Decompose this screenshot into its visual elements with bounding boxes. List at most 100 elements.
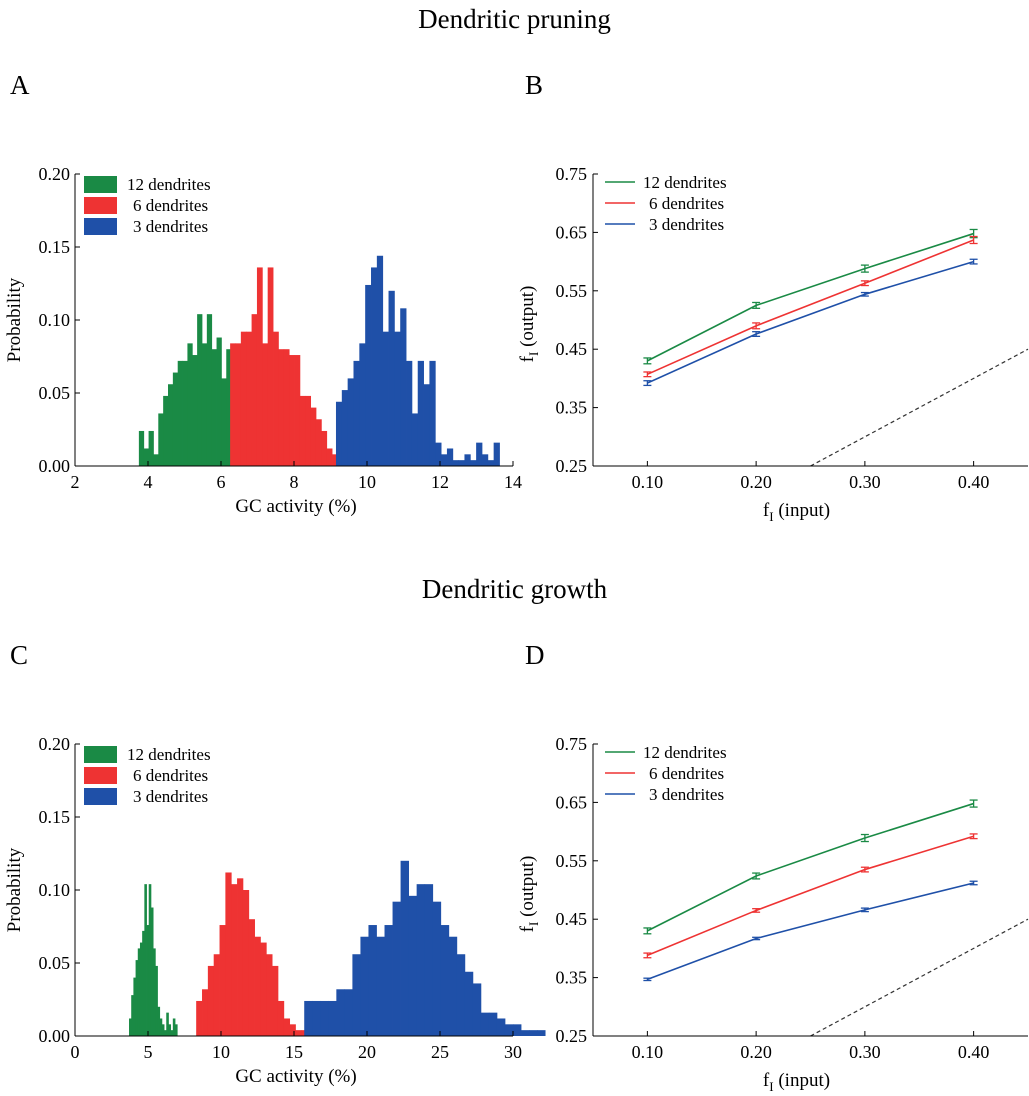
- histogram-bar: [456, 954, 466, 1036]
- histogram-bar: [315, 419, 322, 466]
- histogram-bar: [175, 1024, 178, 1036]
- panel-letter-c: C: [10, 640, 29, 670]
- histogram-bar: [187, 343, 193, 466]
- y-tick-label: 0.10: [39, 880, 71, 900]
- legend-label: 3 dendrites: [133, 217, 208, 236]
- line-series-12-dendrites: [643, 228, 978, 365]
- histogram-bar: [143, 448, 149, 466]
- histogram-bar: [235, 343, 242, 466]
- y-tick-label: 0.55: [556, 851, 588, 871]
- chart-panel-a: 2 4 6 8 10 12 14 0.00 0.05 0.10 0.15 0.20 GC activit…: [4, 164, 522, 517]
- section-title-pruning: Dendritic pruning: [418, 4, 611, 34]
- histogram-bar: [321, 430, 328, 466]
- x-tick-label: 4: [144, 472, 153, 492]
- histogram-bar: [240, 331, 247, 466]
- x-tick-label: 10: [358, 472, 376, 492]
- histogram-bar: [392, 901, 401, 1036]
- reference-diagonal-line: [810, 918, 1029, 1037]
- x-tick-label: 20: [358, 1042, 376, 1062]
- histogram-bar: [429, 360, 436, 466]
- histogram-bar: [166, 1012, 169, 1036]
- histogram-bar: [304, 1000, 313, 1036]
- panel-letter-b: B: [525, 70, 544, 100]
- y-tick-label: 0.45: [556, 909, 588, 929]
- y-tick-label: 0.20: [39, 164, 71, 184]
- histogram-bar: [382, 331, 389, 466]
- histogram-bar: [206, 314, 213, 466]
- histogram-bar: [278, 349, 285, 466]
- histogram-bar: [289, 1024, 296, 1036]
- histogram-bar: [452, 460, 460, 466]
- histogram-bar: [400, 860, 410, 1036]
- histogram-bar: [170, 1030, 174, 1036]
- x-tick-label: 6: [217, 472, 226, 492]
- histogram-bar: [283, 1018, 291, 1036]
- y-tick-label: 0.25: [556, 456, 588, 476]
- histogram-bar: [131, 995, 134, 1036]
- histogram-bar: [513, 1024, 522, 1036]
- histogram-bar: [310, 407, 317, 466]
- histogram-bar: [201, 343, 208, 466]
- histogram-series-6-dendrites: [230, 267, 381, 466]
- histogram-bar: [411, 413, 419, 466]
- x-tick-label: 0.30: [849, 472, 881, 492]
- histogram-bar: [458, 460, 465, 466]
- histogram-bar: [496, 1018, 506, 1036]
- histogram-bar: [440, 925, 450, 1036]
- histogram-bar: [148, 884, 152, 1036]
- legend-swatch: [84, 197, 117, 214]
- histogram-bar: [336, 989, 345, 1036]
- y-tick-label: 0.35: [556, 398, 588, 418]
- legend-label: 12 dendrites: [127, 745, 211, 764]
- histogram-bar: [368, 925, 377, 1036]
- x-tick-label: 5: [144, 1042, 153, 1062]
- histogram-bar: [488, 1012, 498, 1036]
- y-tick-label: 0.15: [39, 807, 71, 827]
- histogram-bar: [150, 907, 154, 1036]
- legend-label: 3 dendrites: [649, 215, 724, 234]
- histogram-bar: [219, 925, 226, 1036]
- histogram-bar: [192, 355, 198, 466]
- histogram-bar: [155, 965, 158, 1036]
- y-tick-label: 0.00: [39, 456, 71, 476]
- histogram-bar: [148, 430, 154, 466]
- legend-label: 12 dendrites: [643, 743, 727, 762]
- histogram-bar: [328, 1000, 337, 1036]
- histogram-bar: [277, 1000, 285, 1036]
- histogram-bar: [197, 314, 203, 466]
- legend-label: 3 dendrites: [649, 785, 724, 804]
- y-tick-label: 0.05: [39, 383, 71, 403]
- x-tick-label: 0.20: [740, 1042, 772, 1062]
- x-tick-label: 2: [71, 472, 80, 492]
- histogram-bar: [163, 395, 169, 466]
- histogram-bar: [216, 337, 222, 466]
- histogram-bar: [221, 378, 227, 466]
- histogram-bar: [464, 454, 471, 466]
- histogram-bar: [360, 936, 369, 1036]
- line-series-3-dendrites: [643, 880, 978, 982]
- series-line: [647, 239, 974, 376]
- legend: 12 dendrites 6 dendrites 3 dendrites: [84, 745, 211, 806]
- histogram-bar: [289, 355, 295, 466]
- y-tick-label: 0.65: [556, 792, 588, 812]
- histogram-bar: [394, 331, 401, 466]
- chart-panel-b: 0.10 0.20 0.30 0.40 0.25 0.35 0.45 0.55 0.65 0.75…: [517, 164, 1029, 524]
- chart-panel-d: 0.10 0.20 0.30 0.40 0.25 0.35 0.45 0.55 0.65 0.75…: [517, 734, 1029, 1094]
- line-series-12-dendrites: [643, 799, 978, 935]
- x-tick-label: 0: [71, 1042, 80, 1062]
- series-line: [647, 232, 974, 362]
- histogram-bar: [142, 930, 145, 1036]
- histogram-bar: [521, 1030, 530, 1036]
- x-tick-label: 0.10: [632, 472, 664, 492]
- y-tick-label: 0.35: [556, 968, 588, 988]
- histogram-bar: [332, 454, 338, 466]
- histogram-bar: [529, 1030, 538, 1036]
- histogram-bar: [213, 954, 220, 1036]
- histogram-bar: [353, 360, 360, 466]
- histogram-bar: [283, 349, 290, 466]
- histogram-bar: [464, 971, 474, 1036]
- histogram-bar: [139, 942, 143, 1036]
- series-line: [647, 802, 974, 932]
- histogram-bar: [435, 442, 442, 466]
- histogram-bar: [153, 454, 159, 466]
